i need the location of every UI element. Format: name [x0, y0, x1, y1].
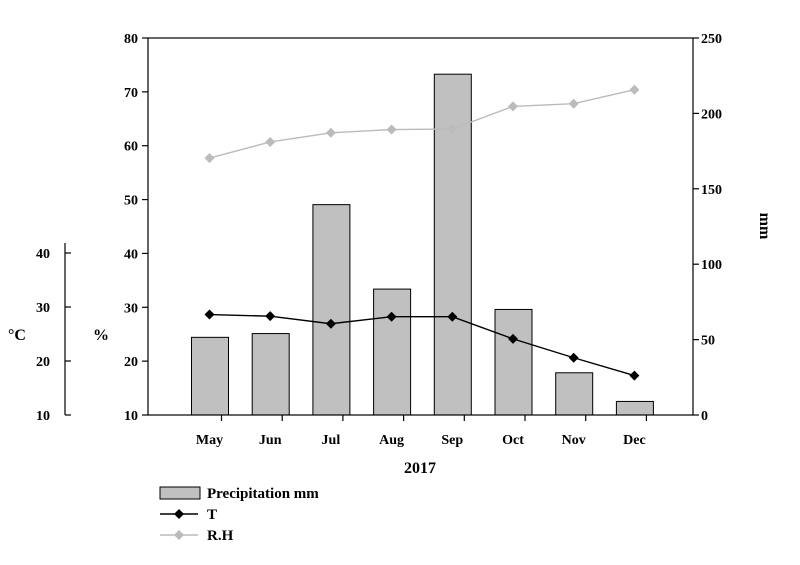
legend-label-rh: R.H: [207, 528, 234, 544]
axes: 10 20 30 40 50 60 70 80 0 50 100 150 200 250 10 20 30 40 M…: [36, 32, 722, 448]
tick-label-percent-5: 60: [124, 140, 138, 155]
tick-label-celsius-2: 30: [36, 301, 50, 316]
point-t-oct: [508, 333, 518, 344]
x-tick-label-dec: Dec: [623, 433, 646, 448]
bar-aug: [373, 288, 412, 416]
tick-label-mm-1: 50: [701, 334, 715, 349]
tick-label-celsius-0: 10: [36, 409, 50, 424]
tick-label-mm-5: 250: [701, 32, 722, 47]
tick-label-percent-1: 20: [124, 355, 138, 370]
tick-label-mm-3: 150: [701, 183, 722, 198]
tick-label-percent-3: 40: [124, 247, 138, 262]
tick-label-mm-4: 200: [701, 107, 722, 122]
bar-oct: [494, 308, 533, 416]
tick-label-percent-2: 30: [124, 301, 138, 316]
point-t-may: [204, 309, 215, 320]
bar-nov: [555, 372, 594, 416]
point-rh-dec: [629, 84, 640, 95]
point-t-nov: [568, 352, 579, 363]
tick-label-mm-2: 100: [701, 258, 722, 273]
x-tick-label-aug: Aug: [379, 433, 404, 448]
point-rh-may: [204, 153, 215, 164]
tick-label-percent-7: 80: [124, 32, 138, 47]
legend: Precipitation mm T R.H: [159, 486, 319, 544]
x-tick-label-jun: Jun: [259, 433, 282, 448]
tick-label-percent-4: 50: [124, 194, 138, 209]
tick-label-mm-0: 0: [701, 409, 708, 424]
point-rh-sep: [447, 124, 458, 135]
legend-swatch-precipitation: [159, 486, 201, 500]
point-t-jul: [325, 318, 336, 329]
tick-label-celsius-1: 20: [36, 355, 50, 370]
series-lines: [204, 84, 640, 381]
legend-label-precipitation: Precipitation mm: [207, 486, 319, 502]
bar-may: [191, 336, 229, 416]
point-t-sep: [447, 311, 458, 322]
point-t-dec: [629, 370, 640, 381]
tick-label-percent-0: 10: [124, 409, 138, 424]
point-t-jun: [265, 311, 276, 322]
legend-marker-t: [174, 509, 184, 519]
line-t: [209, 313, 635, 377]
x-axis-title: 2017: [404, 460, 436, 477]
right-axis-title-mm: mm: [756, 213, 773, 240]
bar-jun: [251, 333, 290, 416]
precipitation-bars: [191, 73, 654, 416]
legend-label-t: T: [207, 507, 217, 523]
tick-label-percent-6: 70: [124, 86, 138, 101]
x-tick-label-sep: Sep: [441, 433, 463, 448]
x-tick-label-jul: Jul: [322, 433, 341, 448]
line-rh: [209, 89, 635, 159]
left-axis-title-percent: %: [93, 327, 109, 344]
left-axis-title-celsius: °C: [8, 327, 26, 344]
point-t-aug: [386, 311, 397, 322]
point-rh-oct: [508, 101, 518, 112]
x-tick-label-nov: Nov: [562, 433, 586, 448]
point-rh-nov: [568, 98, 579, 109]
tick-label-celsius-3: 40: [36, 247, 50, 262]
point-rh-jul: [325, 127, 336, 138]
x-tick-label-oct: Oct: [502, 433, 524, 448]
bar-dec: [615, 400, 654, 416]
point-rh-aug: [386, 124, 397, 135]
x-tick-label-may: May: [196, 433, 223, 448]
point-rh-jun: [265, 136, 276, 147]
legend-marker-rh: [174, 530, 184, 540]
plot-frame: [147, 37, 694, 416]
bar-jul: [312, 204, 351, 416]
